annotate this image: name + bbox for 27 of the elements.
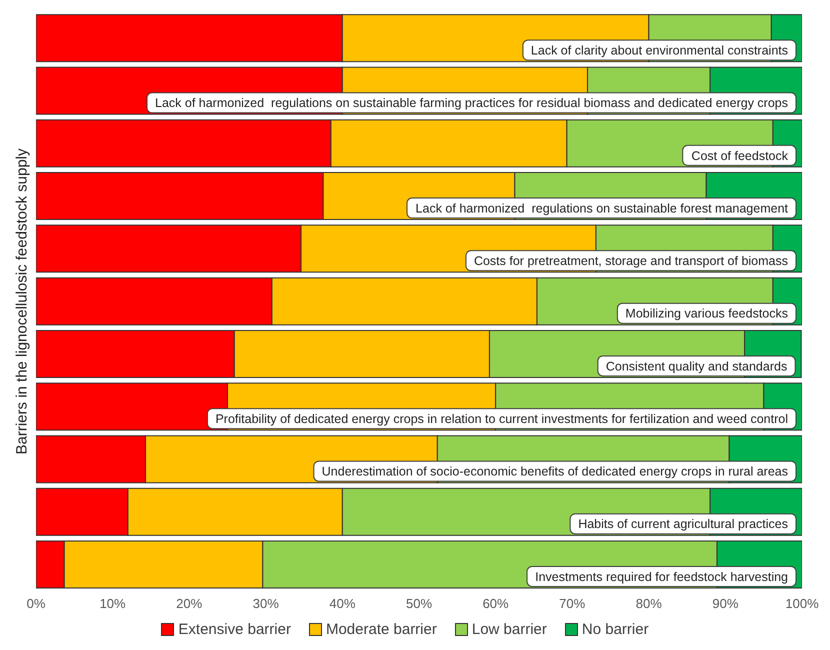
x-tick-label: 100% bbox=[785, 596, 820, 612]
x-tick-label: 70% bbox=[559, 596, 586, 612]
legend-label: Moderate barrier bbox=[324, 621, 437, 638]
y-tick-label: Costs for pretreatment, storage and transport of biomass bbox=[474, 254, 788, 268]
y-tick-label: Investments required for feedstock harvesting bbox=[535, 570, 788, 584]
y-tick-label: Lack of clarity about environmental constraints bbox=[530, 44, 788, 58]
y-tick-label: Consistent quality and standards bbox=[606, 359, 788, 374]
x-tick-label: 90% bbox=[712, 596, 739, 612]
x-tick-label: 40% bbox=[329, 596, 356, 612]
x-tick-label: 80% bbox=[636, 596, 662, 612]
x-tick-label: 20% bbox=[176, 596, 203, 612]
legend-label: No barrier bbox=[580, 621, 649, 638]
x-tick-label: 60% bbox=[482, 596, 510, 612]
legend-label: Extensive barrier bbox=[177, 621, 291, 638]
y-tick-label: Lack of harmonized regulations on sustainable forest management bbox=[416, 201, 789, 216]
y-tick-label: Lack of harmonized regulations on sustainable farming practices for residual biomass and dedicated energy crops bbox=[155, 96, 788, 110]
y-axis-title: Barriers in the lignocellulosic feedstock supply bbox=[13, 148, 30, 454]
y-tick-label: Habits of current agricultural practices bbox=[578, 517, 788, 532]
x-tick-label: 10% bbox=[100, 596, 126, 612]
x-tick-label: 30% bbox=[252, 596, 280, 612]
y-tick-label: Cost of feedstock bbox=[691, 148, 789, 163]
y-tick-label: Underestimation of socio-economic benefits of dedicated energy crops in rural areas bbox=[322, 464, 788, 479]
y-tick-label: Profitability of dedicated energy crops in relation to current investments for fertilization and weed control bbox=[215, 412, 788, 426]
y-tick-label: Mobilizing various feedstocks bbox=[625, 306, 788, 321]
legend-label: Low barrier bbox=[470, 621, 547, 638]
x-tick-label: 50% bbox=[406, 596, 432, 612]
x-tick-label: 0% bbox=[26, 596, 46, 612]
